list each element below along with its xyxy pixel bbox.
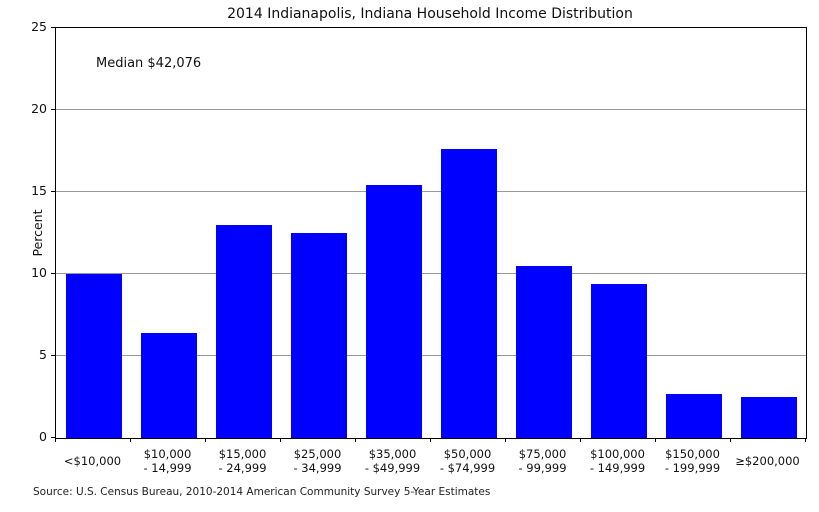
y-tick-mark xyxy=(51,273,55,274)
x-tick-label-line: - $49,999 xyxy=(364,461,421,475)
x-tick-label-line: $100,000 xyxy=(590,446,645,461)
x-tick-label-line: $75,000 xyxy=(518,446,567,461)
bar xyxy=(215,224,272,438)
y-tick-label: 0 xyxy=(39,429,47,444)
x-tick-label: $25,000- 34,999 xyxy=(270,446,365,476)
x-tick-label-line: - $74,999 xyxy=(439,461,496,475)
x-tick-label: $50,000- $74,999 xyxy=(420,446,515,476)
source-note: Source: U.S. Census Bureau, 2010-2014 Am… xyxy=(33,486,491,498)
x-tick-mark xyxy=(130,438,131,442)
chart-title: 2014 Indianapolis, Indiana Household Inc… xyxy=(227,6,633,22)
x-tick-mark xyxy=(55,438,56,442)
x-tick-label-line: $50,000 xyxy=(443,446,492,461)
x-tick-label: $150,000- 199,999 xyxy=(645,446,740,476)
y-tick-mark xyxy=(51,191,55,192)
x-tick-mark xyxy=(655,438,656,442)
x-tick-mark xyxy=(580,438,581,442)
x-tick-mark xyxy=(280,438,281,442)
x-tick-label: <$10,000 xyxy=(45,446,140,476)
gridline-15 xyxy=(56,191,806,193)
y-tick-label: 20 xyxy=(31,101,47,116)
x-tick-label: ≥$200,000 xyxy=(720,446,815,476)
bar xyxy=(515,265,572,438)
x-tick-mark xyxy=(805,438,806,442)
x-tick-label-line: - 34,999 xyxy=(293,461,342,475)
x-tick-label-line: ≥$200,000 xyxy=(735,453,800,468)
y-tick-mark xyxy=(51,355,55,356)
x-tick-label: $75,000- 99,999 xyxy=(495,446,590,476)
y-tick-mark xyxy=(51,437,55,438)
y-tick-label: 10 xyxy=(31,265,47,280)
bar xyxy=(440,149,497,438)
x-tick-label-line: $15,000 xyxy=(218,446,267,461)
x-tick-label: $35,000- $49,999 xyxy=(345,446,440,476)
x-tick-label-line: $150,000 xyxy=(665,446,720,461)
x-tick-label-line: $10,000 xyxy=(143,446,192,461)
x-tick-label-line: - 199,999 xyxy=(664,461,721,475)
x-tick-label-line: $25,000 xyxy=(293,446,342,461)
x-tick-label: $10,000- 14,999 xyxy=(120,446,215,476)
x-tick-mark xyxy=(430,438,431,442)
gridline-20 xyxy=(56,109,806,111)
x-tick-label: $15,000- 24,999 xyxy=(195,446,290,476)
x-tick-mark xyxy=(730,438,731,442)
x-tick-label-line: <$10,000 xyxy=(63,453,122,468)
y-tick-label: 5 xyxy=(39,347,47,362)
x-tick-label-line: - 14,999 xyxy=(143,461,192,475)
y-tick-mark xyxy=(51,109,55,110)
gridline-10 xyxy=(56,273,806,275)
x-tick-label-line: - 149,999 xyxy=(589,461,646,475)
bar xyxy=(590,283,647,438)
median-annotation: Median $42,076 xyxy=(96,56,202,71)
x-tick-label: $100,000- 149,999 xyxy=(570,446,665,476)
y-tick-label: 25 xyxy=(31,19,47,34)
x-tick-mark xyxy=(355,438,356,442)
plot-area: Median $42,076 Percent xyxy=(30,27,807,439)
x-tick-label-line: - 99,999 xyxy=(518,461,567,475)
y-axis-label: Percent xyxy=(30,209,46,257)
x-tick-label-line: $35,000 xyxy=(368,446,417,461)
bar xyxy=(740,397,797,438)
bar xyxy=(665,393,722,438)
x-tick-mark xyxy=(205,438,206,442)
bar xyxy=(290,233,347,438)
bar xyxy=(140,333,197,438)
bar xyxy=(65,274,122,438)
y-tick-label: 15 xyxy=(31,183,47,198)
gridline-5 xyxy=(56,355,806,357)
y-tick-mark xyxy=(51,27,55,28)
x-tick-label-line: - 24,999 xyxy=(218,461,267,475)
bar xyxy=(365,185,422,438)
x-tick-mark xyxy=(505,438,506,442)
